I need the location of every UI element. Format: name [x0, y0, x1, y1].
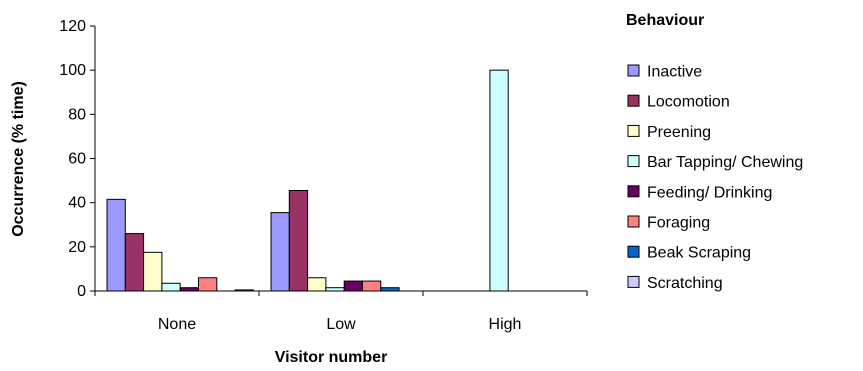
- bar: [362, 280, 382, 292]
- legend-title: Behaviour: [626, 12, 704, 29]
- y-axis: 0 20 40 60 80 100 120: [59, 18, 96, 300]
- legend-label: Inactive: [647, 64, 702, 81]
- y-tick-label: 100: [59, 62, 86, 79]
- bar: [124, 233, 145, 292]
- y-tick-label: 80: [68, 106, 86, 123]
- bar: [489, 69, 509, 292]
- legend-swatch: [627, 155, 640, 168]
- bar: [270, 212, 290, 292]
- y-tick-label: 120: [59, 18, 86, 35]
- bar: [143, 251, 163, 292]
- legend-swatch: [627, 275, 640, 288]
- legend-swatch: [627, 94, 640, 107]
- legend: Behaviour Inactive Locomotion Preening Bar …: [626, 12, 803, 292]
- legend-label: Feeding/ Drinking: [647, 184, 772, 201]
- y-tick-label: 20: [68, 239, 86, 256]
- x-tick-label: None: [158, 316, 196, 333]
- bar: [343, 280, 364, 292]
- bar: [288, 190, 309, 292]
- x-axis: None Low High: [94, 290, 588, 333]
- x-tick-label: High: [489, 316, 522, 333]
- bar: [161, 282, 181, 292]
- y-tick-label: 60: [68, 151, 86, 168]
- bar: [106, 198, 126, 292]
- legend-swatch: [627, 215, 640, 228]
- x-tick-label: Low: [326, 316, 356, 333]
- legend-label: Preening: [647, 124, 711, 141]
- x-axis-title: Visitor number: [275, 349, 388, 366]
- legend-label: Beak Scraping: [647, 245, 751, 262]
- legend-label: Bar Tapping/ Chewing: [647, 154, 803, 171]
- plot-area: [106, 69, 509, 292]
- bar: [307, 277, 327, 292]
- y-tick-label: 0: [77, 283, 86, 300]
- y-axis-title: Occurrence (% time): [10, 81, 27, 237]
- legend-swatch: [627, 124, 640, 137]
- legend-label: Scratching: [647, 275, 723, 292]
- legend-label: Foraging: [647, 215, 710, 232]
- y-tick-label: 40: [68, 195, 86, 212]
- legend-swatch: [627, 185, 640, 198]
- bar: [198, 277, 218, 292]
- legend-label: Locomotion: [647, 94, 730, 111]
- legend-swatch: [627, 245, 640, 258]
- legend-swatch: [627, 64, 640, 77]
